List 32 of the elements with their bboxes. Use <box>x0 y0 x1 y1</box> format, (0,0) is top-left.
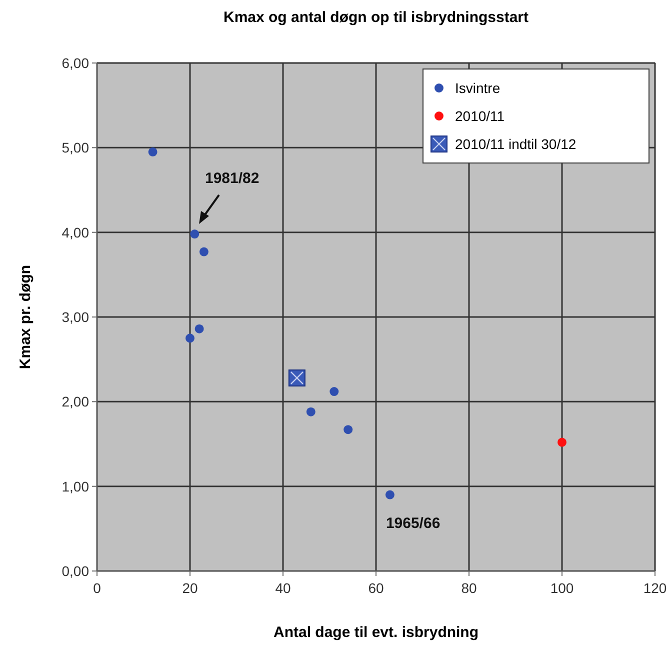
y-axis-title: Kmax pr. døgn <box>17 264 34 370</box>
point <box>194 324 204 334</box>
legend-label: 2010/11 indtil 30/12 <box>455 136 576 152</box>
point <box>199 247 208 256</box>
legend-label: 2010/11 <box>455 108 505 124</box>
x-tick-label: 80 <box>461 580 477 596</box>
y-tick-label: 5,00 <box>62 140 90 156</box>
point <box>344 425 353 434</box>
y-tick-label: 3,00 <box>62 309 90 325</box>
x-tick-label: 60 <box>368 580 384 596</box>
point <box>306 407 316 416</box>
x-tick-label: 20 <box>182 580 198 596</box>
chart-title: Kmax og antal døgn op til isbrydningsstart <box>223 9 529 26</box>
y-tick-label: 1,00 <box>62 478 90 494</box>
y-tick-label: 4,00 <box>62 224 90 240</box>
legend-label: Isvintre <box>455 80 500 96</box>
point <box>385 490 394 500</box>
x-axis-title: Antal dage til evt. isbrydning <box>273 624 479 641</box>
y-tick-label: 6,00 <box>62 55 90 71</box>
x-tick-label: 100 <box>550 580 574 596</box>
x-tick-label: 0 <box>93 580 102 596</box>
annotation: 1981/82 <box>205 170 260 187</box>
point <box>190 230 200 239</box>
point <box>330 387 339 396</box>
point <box>186 334 194 343</box>
x-tick-label: 40 <box>275 580 291 596</box>
y-tick-label: 2,00 <box>62 394 90 410</box>
point <box>558 438 566 447</box>
point <box>148 147 158 156</box>
x-tick-label: 120 <box>643 580 667 596</box>
y-tick-label: 0,00 <box>62 563 90 579</box>
annotation: 1965/66 <box>386 514 440 532</box>
